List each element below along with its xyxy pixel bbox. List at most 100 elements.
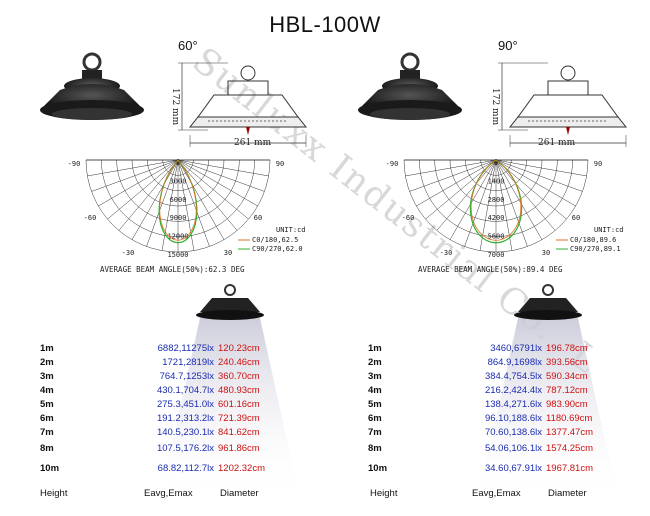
row-diameter: 360.70cm [218,371,260,382]
polar-tick-label: 12000 [167,233,188,241]
polar-spoke [118,159,179,231]
row-eavg-emax: 6882,11275lx [157,343,214,354]
row-diameter: 601.16cm [218,399,260,410]
polar-tick-label: 1400 [488,177,505,185]
polar-spoke [177,159,265,192]
row-eavg-emax: 96.10,188.6lx [484,413,542,424]
row-diameter: 240.46cm [218,357,260,368]
height-dim-right: 172 mm [490,88,500,126]
row-height: 8m [368,443,382,454]
polar-spoke [449,159,497,240]
polar-spoke [464,159,497,247]
polar-spoke [495,159,528,247]
row-height: 1m [368,343,382,354]
polar-spoke [409,159,497,192]
row-diameter: 841.62cm [218,427,260,438]
curve-c0 [159,159,197,241]
polar-tick-label: 7000 [488,251,505,259]
angle-label-30: 30 [224,249,232,257]
row-height: 7m [40,427,54,438]
row-eavg-emax: 430.1,704.7lx [156,385,214,396]
row-eavg-emax: 384.4,754.5lx [484,371,542,382]
row-diameter: 1967.81cm [546,463,594,474]
polar-spoke [495,159,576,207]
angle-label-60: 60 [254,214,262,222]
footer-diameter-right: Diameter [548,488,587,499]
row-eavg-emax: 70.60,138.6lx [484,427,542,438]
polar-spoke [425,159,497,220]
polar-unit: UNIT:cd [276,226,306,234]
legend-c0: C0/180,62.5 [252,236,298,244]
row-height: 3m [40,371,54,382]
row-eavg-emax: 34.60,67.91lx [484,463,542,474]
row-height: 10m [40,463,60,474]
row-diameter: 1202.32cm [218,463,266,474]
row-eavg-emax: 764.7,1253lx [159,371,214,382]
beam-angle-right: AVERAGE BEAM ANGLE(50%):89.4 DEG [418,265,563,274]
row-height: 5m [368,399,382,410]
polar-spoke [146,159,179,247]
curve-c0 [470,159,522,241]
polar-tick-label: 6000 [170,196,187,204]
polar-spoke [177,159,195,251]
row-eavg-emax: 3460,6791lx [490,343,542,354]
row-eavg-emax: 1721,2819lx [162,357,214,368]
width-dim-right: 261 mm [538,138,576,148]
footer-eavg-right: Eavg,Emax [472,488,521,499]
left-angle-label: 60° [178,38,198,53]
legend-c90: C90/270,62.0 [252,245,303,253]
row-eavg-emax: 140.5,230.1lx [156,427,214,438]
polar-spoke [87,159,179,177]
row-eavg-emax: 864.9,1698lx [487,357,542,368]
footer-height-right: Height [370,488,398,499]
polar-spoke [107,159,179,220]
polar-tick-label: 0 [176,159,180,167]
dimension-drawing-right [498,62,628,147]
polar-tick-label: 3000 [170,177,187,185]
row-diameter: 1377.47cm [546,427,594,438]
polar-spoke [177,159,249,220]
polar-spoke [161,159,179,251]
footer-eavg-left: Eavg,Emax [144,488,193,499]
lamp-photo-right [358,52,462,120]
polar-spoke [91,159,179,192]
footer-diameter-left: Diameter [220,488,259,499]
row-height: 3m [368,371,382,382]
polar-spoke [177,159,238,231]
row-eavg-emax: 191.2,313.2lx [156,413,214,424]
beam-angle-left: AVERAGE BEAM ANGLE(50%):62.3 DEG [100,265,245,274]
polar-tick-label: 15000 [167,251,188,259]
row-diameter: 196.78cm [546,343,588,354]
polar-tick-label: 9000 [170,214,187,222]
angle-label-minus60: -60 [84,214,97,222]
polar-spoke [495,159,587,177]
dimension-drawing-left [178,62,308,147]
polar-spoke [177,159,269,177]
row-height: 8m [40,443,54,454]
row-diameter: 393.56cm [546,357,588,368]
polar-spoke [495,159,567,220]
polar-spoke [495,159,556,231]
angle-label-minus90: -90 [68,160,81,168]
polar-tick-label: 2800 [488,196,505,204]
row-diameter: 961.86cm [218,443,260,454]
row-eavg-emax: 138.4,271.6lx [484,399,542,410]
polar-spoke [98,159,179,207]
row-diameter: 721.39cm [218,413,260,424]
row-diameter: 983.90cm [546,399,588,410]
polar-spoke [495,159,583,192]
polar-spoke [177,159,210,247]
row-height: 10m [368,463,388,474]
row-height: 2m [40,357,54,368]
row-diameter: 1180.69cm [546,413,593,424]
row-diameter: 787.12cm [546,385,588,396]
polar-spoke [405,159,497,177]
polar-tick-label: 0 [494,159,498,167]
height-dim-left: 172 mm [170,88,180,126]
row-height: 6m [368,413,382,424]
polar-tick-label: 4200 [488,214,505,222]
polar-spoke [495,159,543,240]
footer-height-left: Height [40,488,68,499]
row-height: 1m [40,343,54,354]
